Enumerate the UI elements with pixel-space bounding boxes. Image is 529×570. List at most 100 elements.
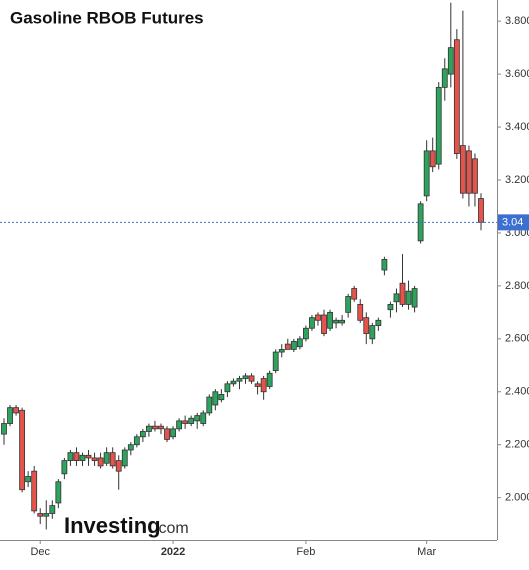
candle-body bbox=[61, 460, 68, 475]
candle-body bbox=[49, 505, 56, 514]
watermark-brand: Investing bbox=[64, 513, 161, 538]
x-tick-label: Mar bbox=[417, 546, 436, 558]
candle-body bbox=[296, 338, 303, 348]
candle-body bbox=[411, 288, 418, 308]
candle-body bbox=[357, 304, 364, 321]
candle-body bbox=[146, 425, 152, 432]
candle-body bbox=[152, 425, 158, 430]
candle-body bbox=[309, 317, 315, 329]
candle-body bbox=[109, 452, 116, 467]
candle-body bbox=[423, 150, 430, 197]
candle-body bbox=[79, 454, 86, 461]
candle-body bbox=[266, 372, 273, 387]
candle-body bbox=[466, 150, 472, 194]
candle-body bbox=[375, 319, 382, 326]
last-price-label: 3.04 bbox=[502, 216, 523, 228]
candle-body bbox=[435, 86, 442, 165]
candle-body bbox=[447, 47, 454, 75]
y-tick-label: 3.200 bbox=[505, 174, 529, 186]
candle-body bbox=[55, 481, 62, 504]
watermark-suffix: .com bbox=[154, 520, 189, 537]
candle-body bbox=[188, 417, 195, 424]
candle-body bbox=[212, 391, 219, 406]
candle-body bbox=[97, 457, 104, 467]
candle-body bbox=[399, 282, 406, 305]
candle-body bbox=[19, 409, 26, 491]
candle-body bbox=[139, 431, 146, 438]
candle-body bbox=[351, 288, 358, 300]
candle-body bbox=[176, 420, 183, 430]
y-tick-label: 3.800 bbox=[505, 15, 529, 27]
candle-body bbox=[472, 158, 478, 194]
candle-body bbox=[170, 428, 176, 438]
candle-body bbox=[230, 380, 237, 385]
candle-body bbox=[333, 319, 339, 324]
candle-body bbox=[115, 460, 122, 472]
candle-body bbox=[290, 341, 297, 350]
candle-body bbox=[13, 407, 19, 414]
y-tick-label: 2.200 bbox=[505, 439, 529, 451]
candle-body bbox=[387, 304, 394, 311]
y-tick-label: 3.600 bbox=[505, 68, 529, 80]
candle-body bbox=[248, 375, 255, 382]
last-price-box bbox=[498, 214, 529, 231]
candle-body bbox=[133, 436, 140, 446]
candles bbox=[1, 2, 484, 530]
candle-body bbox=[164, 428, 170, 440]
candle-body bbox=[67, 452, 74, 461]
candle-body bbox=[121, 449, 128, 467]
candle-body bbox=[73, 452, 80, 461]
y-tick-label: 2.000 bbox=[505, 492, 529, 504]
x-tick-label: Dec bbox=[30, 546, 50, 558]
candle-body bbox=[91, 457, 98, 461]
candle-body bbox=[478, 198, 484, 223]
candle-body bbox=[272, 351, 279, 371]
candle-body bbox=[194, 415, 201, 422]
x-tick-label: 2022 bbox=[161, 546, 185, 558]
candle-body bbox=[363, 317, 370, 334]
candle-body bbox=[345, 296, 352, 313]
candle-body bbox=[158, 425, 164, 430]
candle-body bbox=[327, 311, 333, 329]
candle-body bbox=[429, 150, 436, 168]
candle-body bbox=[1, 423, 7, 435]
candle-body bbox=[459, 145, 466, 194]
y-tick-label: 2.400 bbox=[505, 386, 529, 398]
candle-body bbox=[43, 513, 50, 517]
candle-body bbox=[85, 454, 92, 459]
candle-body bbox=[302, 327, 309, 340]
candle-body bbox=[224, 383, 231, 393]
candle-body bbox=[182, 420, 189, 424]
candle-body bbox=[453, 39, 460, 154]
candle-body bbox=[200, 412, 207, 424]
y-tick-label: 3.400 bbox=[505, 121, 529, 133]
candle-body bbox=[369, 325, 376, 340]
candle-body bbox=[206, 396, 213, 414]
candle-body bbox=[405, 290, 412, 305]
candle-body bbox=[381, 259, 388, 271]
candle-body bbox=[218, 394, 225, 401]
candle-body bbox=[339, 319, 346, 324]
candle-body bbox=[242, 375, 249, 379]
chart-title: Gasoline RBOB Futures bbox=[10, 8, 204, 27]
candle-body bbox=[260, 378, 267, 393]
candle-body bbox=[103, 452, 110, 464]
candle-body bbox=[236, 378, 243, 382]
candle-body bbox=[254, 383, 261, 387]
candle-body bbox=[278, 349, 285, 353]
watermark: Investing .com bbox=[64, 513, 189, 538]
candle-body bbox=[37, 513, 44, 517]
candle-body bbox=[393, 293, 400, 303]
candle-body bbox=[7, 407, 13, 424]
y-tick-label: 2.600 bbox=[505, 333, 529, 345]
x-tick-label: Feb bbox=[296, 546, 315, 558]
y-tick-label: 2.800 bbox=[505, 280, 529, 292]
candle-body bbox=[441, 68, 448, 88]
candle-body bbox=[25, 476, 32, 483]
candle-body bbox=[284, 343, 291, 350]
candle-body bbox=[127, 444, 134, 451]
candle-body bbox=[315, 314, 321, 321]
candle-body bbox=[31, 470, 38, 512]
